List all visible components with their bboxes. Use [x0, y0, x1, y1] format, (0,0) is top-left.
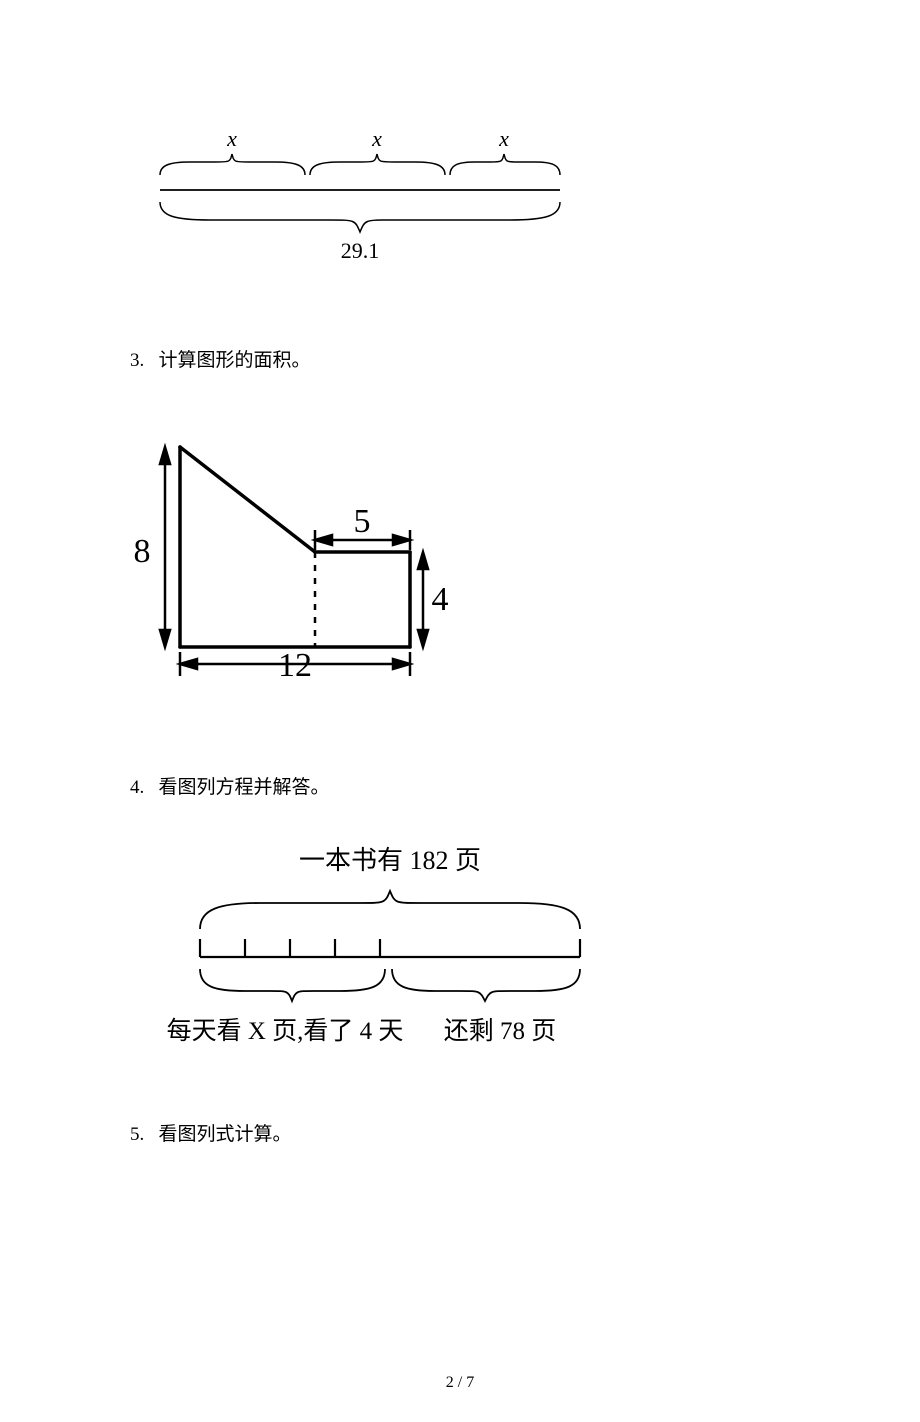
x1-label: x: [226, 126, 237, 151]
dim-bottom-12: 12: [278, 647, 312, 684]
page-total: 7: [466, 1374, 474, 1391]
dim-right-4: 4: [432, 581, 449, 618]
book-left-caption: 每天看 X 页,看了 4 天: [167, 1017, 404, 1045]
page-sep: /: [454, 1374, 466, 1391]
page-current: 2: [446, 1374, 454, 1391]
diagram-3x-svg: x x x 29.1: [150, 120, 580, 280]
q5-text: 看图列式计算。: [159, 1124, 292, 1145]
diagram-book-svg: 一本书有 182 页: [130, 839, 630, 1059]
diagram-shape-svg: 8 5 4: [120, 422, 450, 712]
q4-text: 看图列方程并解答。: [159, 777, 330, 798]
x3-label: x: [498, 126, 509, 151]
dim-top-5: 5: [354, 503, 371, 540]
q5-number: 5.: [130, 1124, 144, 1145]
question-3: 3. 计算图形的面积。: [130, 345, 790, 372]
diagram-book-pages: 一本书有 182 页: [130, 839, 790, 1064]
book-right-caption: 还剩 78 页: [444, 1017, 557, 1045]
diagram-3x-segments: x x x 29.1: [150, 120, 790, 285]
dim-left-8: 8: [134, 533, 151, 570]
q4-number: 4.: [130, 777, 144, 798]
question-4: 4. 看图列方程并解答。: [130, 772, 790, 799]
x2-label: x: [371, 126, 382, 151]
page: x x x 29.1 3. 计算图形的面积。: [0, 120, 920, 1422]
q3-number: 3.: [130, 350, 144, 371]
question-5: 5. 看图列式计算。: [130, 1119, 790, 1146]
page-footer: 2 / 7: [0, 1374, 920, 1392]
q3-text: 计算图形的面积。: [159, 350, 311, 371]
total-label: 29.1: [341, 238, 380, 263]
book-title: 一本书有 182 页: [299, 846, 481, 875]
diagram-composite-shape: 8 5 4: [120, 422, 790, 717]
